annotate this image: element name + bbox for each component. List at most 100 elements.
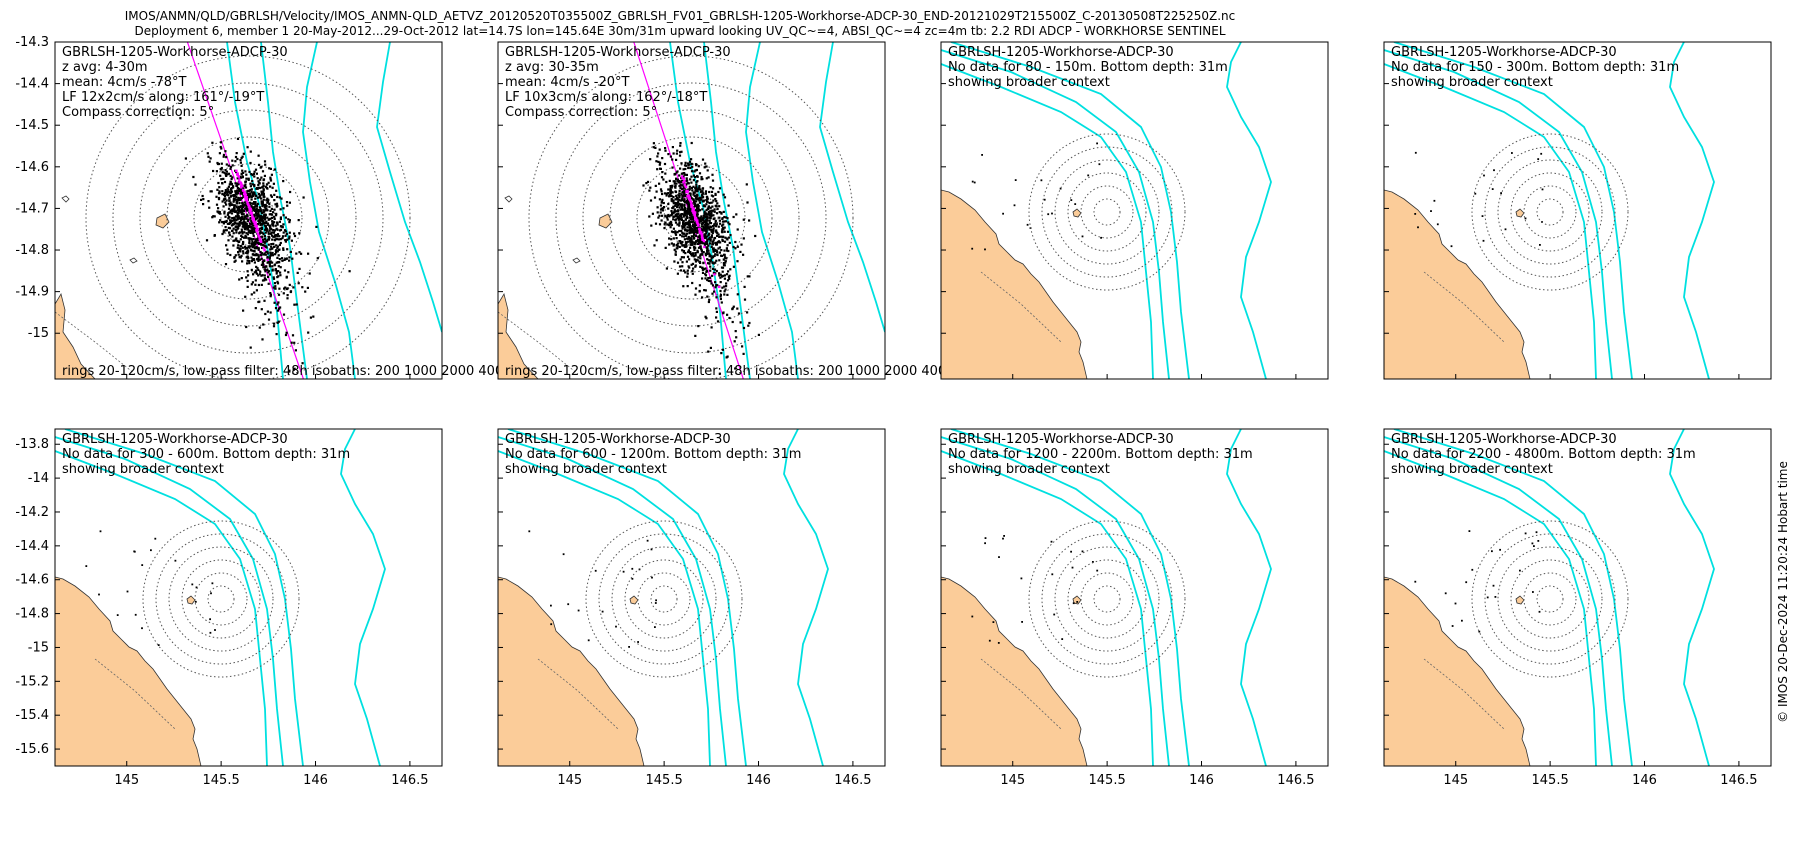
scatter-point — [257, 210, 260, 214]
isobath-line — [1226, 429, 1272, 766]
scatter-point — [735, 336, 738, 339]
scatter-point — [713, 237, 716, 240]
scatter-point — [693, 233, 696, 236]
scatter-point — [695, 163, 698, 166]
lowpass-point — [683, 183, 686, 186]
scatter-point — [678, 189, 681, 192]
scatter-point — [664, 149, 667, 152]
x-tick-label: 146 — [303, 773, 328, 788]
scatter-point — [691, 218, 694, 221]
scatter-point — [705, 177, 708, 180]
scatter-point — [245, 202, 248, 205]
panel-title: GBRLSH-1205-Workhorse-ADCP-30 — [948, 432, 1174, 447]
scatter-point — [705, 219, 708, 222]
scatter-point — [278, 248, 281, 251]
scatter-point — [723, 274, 726, 277]
scatter-point — [683, 172, 686, 175]
scatter-point — [208, 160, 211, 163]
scatter-point — [267, 231, 270, 234]
scatter-point — [726, 217, 729, 220]
scatter-point — [662, 201, 665, 205]
scatter-point — [704, 315, 707, 318]
scatter-point — [689, 251, 692, 254]
scatter-point — [674, 232, 677, 235]
scatter-point — [697, 205, 700, 208]
scatter-point — [678, 214, 681, 217]
panel-info-line: showing broader context — [62, 462, 224, 477]
scatter-point — [255, 246, 258, 249]
coast-dotted — [980, 658, 1062, 730]
scatter-point — [682, 235, 686, 238]
scatter-point — [726, 244, 729, 247]
reef-dot — [1468, 530, 1471, 532]
reef-dot — [1537, 158, 1540, 160]
scatter-point — [683, 223, 686, 227]
scatter-point — [705, 242, 708, 245]
isobath-line — [302, 42, 356, 379]
scatter-point — [721, 220, 725, 223]
x-tick-label: 146 — [1632, 773, 1657, 788]
scatter-point — [678, 195, 681, 198]
scatter-point — [700, 250, 703, 253]
scatter-point — [261, 170, 265, 173]
scatter-point — [732, 215, 735, 219]
scatter-point — [646, 180, 650, 183]
scatter-point — [230, 224, 233, 227]
scatter-point — [247, 250, 250, 253]
scatter-point — [251, 195, 254, 198]
scatter-point — [249, 161, 252, 165]
reef-dot — [1051, 573, 1054, 576]
scatter-point — [253, 230, 256, 234]
speed-ring — [1484, 533, 1616, 665]
reef-outline — [504, 195, 513, 203]
scatter-point — [249, 189, 252, 192]
scatter-point — [273, 322, 276, 325]
scatter-point — [687, 206, 690, 209]
scatter-point — [663, 223, 666, 226]
scatter-point — [699, 217, 702, 220]
scatter-point — [725, 247, 728, 250]
scatter-point — [244, 221, 247, 224]
scatter-point — [722, 311, 725, 314]
scatter-point — [229, 174, 232, 178]
scatter-point — [693, 236, 696, 239]
scatter-point — [227, 172, 231, 175]
scatter-point — [263, 279, 266, 282]
lowpass-point — [713, 273, 716, 276]
scatter-point — [723, 277, 726, 280]
scatter-point — [718, 219, 721, 222]
scatter-point — [263, 235, 266, 238]
scatter-point — [705, 221, 708, 224]
lowpass-point — [236, 172, 239, 175]
scatter-point — [667, 207, 670, 210]
reef-dot — [1081, 235, 1084, 238]
scatter-point — [698, 186, 701, 189]
scatter-point — [269, 292, 272, 295]
scatter-point — [664, 246, 667, 249]
scatter-point — [692, 198, 695, 201]
scatter-point — [676, 272, 679, 275]
scatter-point — [691, 225, 694, 228]
scatter-point — [217, 181, 220, 185]
scatter-point — [701, 195, 704, 198]
scatter-point — [710, 326, 713, 329]
reef-dot — [1002, 212, 1004, 215]
scatter-point — [678, 245, 681, 248]
scatter-point — [228, 211, 231, 214]
scatter-point — [243, 228, 246, 231]
scatter-point — [731, 308, 734, 311]
scatter-point — [700, 223, 703, 226]
scatter-point — [249, 185, 252, 188]
scatter-point — [690, 254, 693, 257]
scatter-point — [699, 220, 702, 223]
scatter-point — [258, 206, 261, 209]
scatter-point — [709, 222, 713, 225]
scatter-point — [694, 209, 697, 213]
scatter-point — [719, 295, 722, 298]
isobath-line — [819, 42, 885, 333]
plot-area — [1384, 429, 1715, 766]
scatter-point — [745, 183, 748, 186]
scatter-point — [228, 234, 231, 237]
scatter-point — [706, 213, 709, 216]
scatter-point — [255, 187, 258, 190]
